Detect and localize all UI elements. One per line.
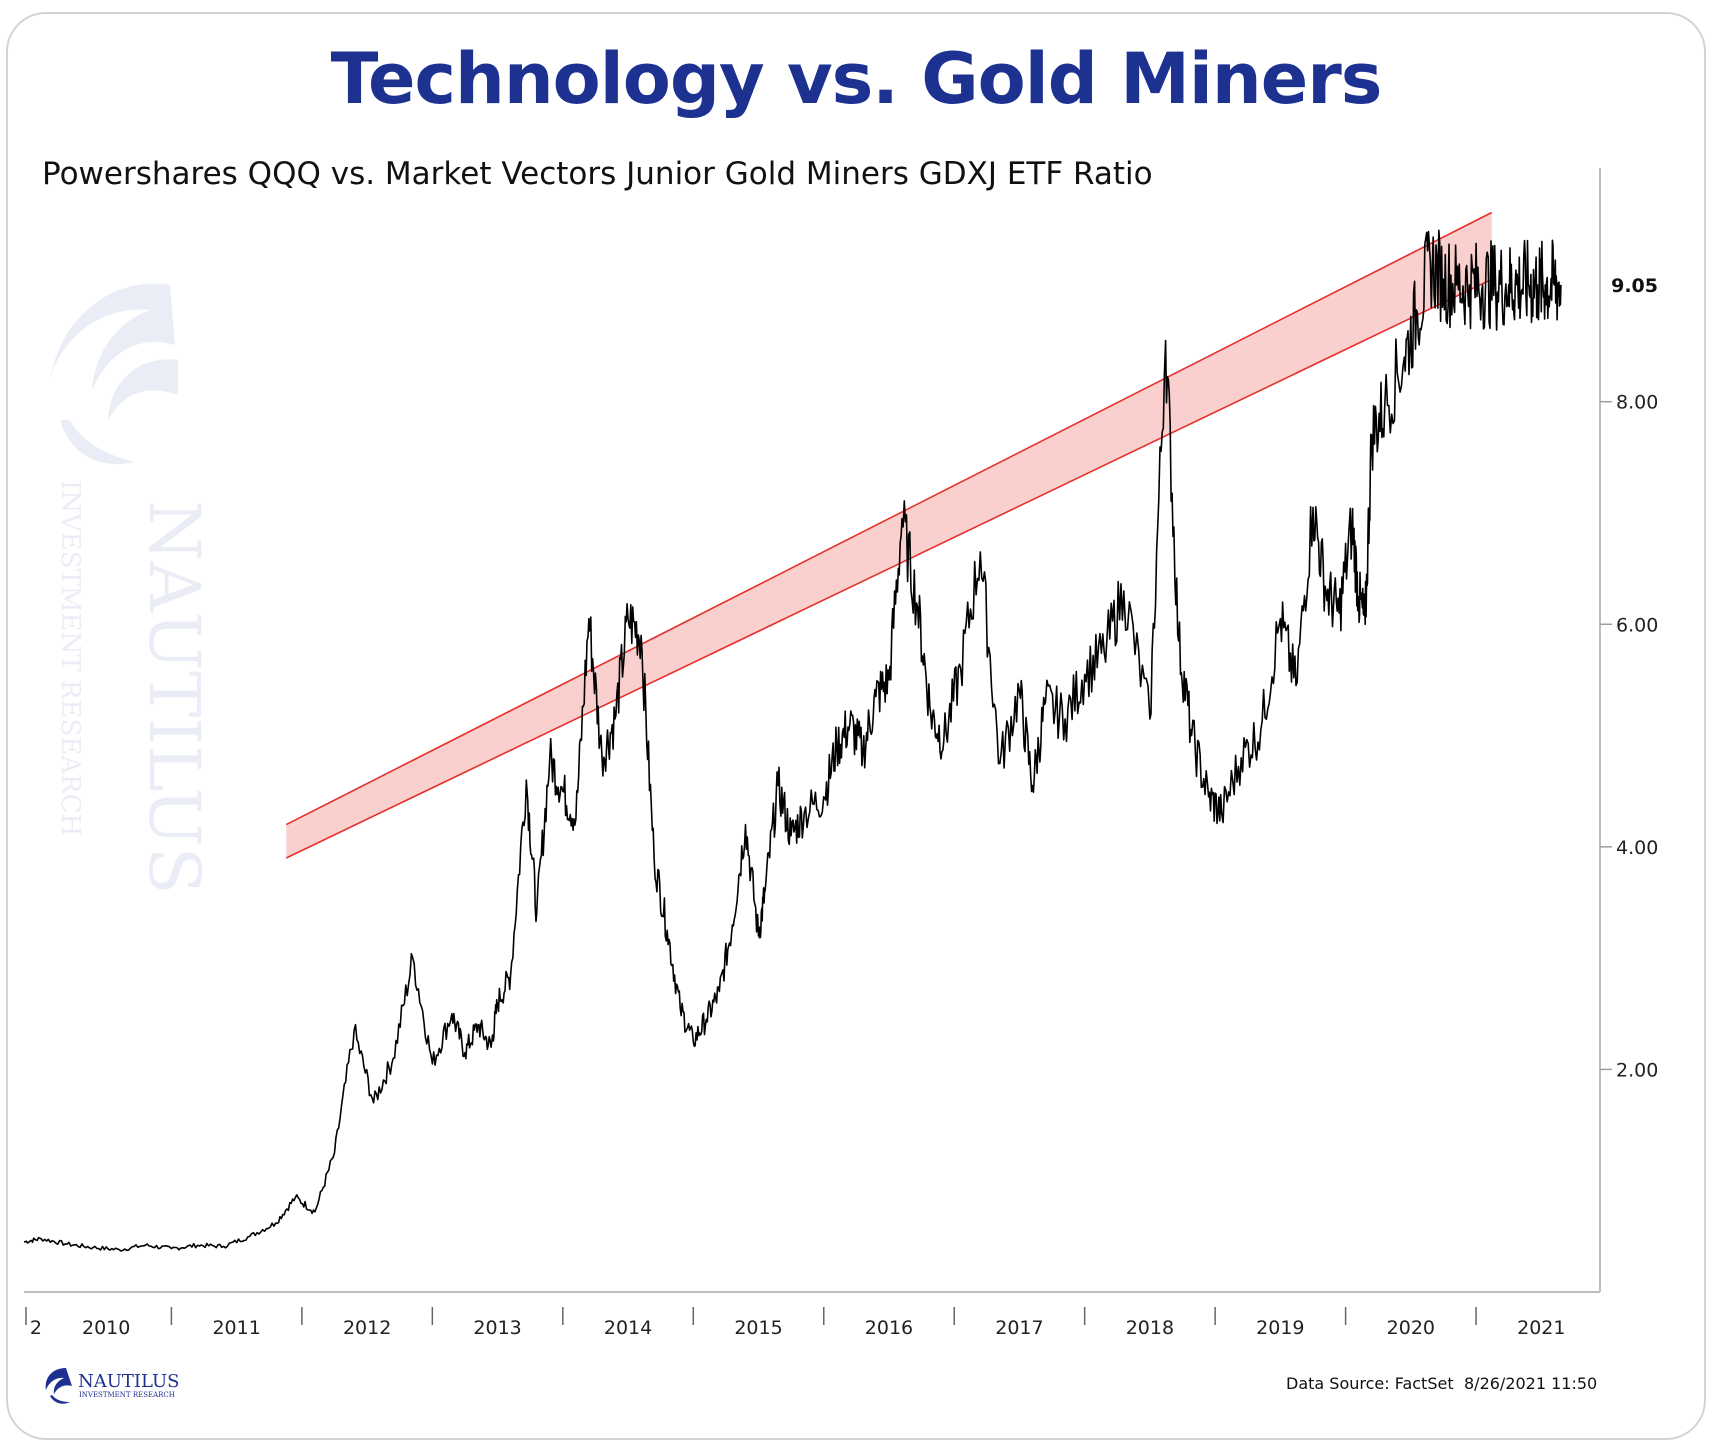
last-value-label: 9.05 [1611, 275, 1658, 297]
x-tick-label: 2018 [1126, 1317, 1174, 1339]
x-ticks: 2 2010 2011 2012 2013 2014 2015 2016 2017 2018 201… [25, 1307, 1565, 1339]
chart-title: Technology vs. Gold Miners [330, 38, 1383, 120]
y-tick-label: 4.00 [1616, 837, 1658, 859]
resistance-band [286, 212, 1492, 858]
y-tick-label: 8.00 [1616, 392, 1658, 414]
x-tick-label: 2012 [343, 1317, 391, 1339]
x-tick-label: 2013 [473, 1317, 521, 1339]
y-ticks: 2.00 4.00 6.00 8.00 [1600, 392, 1658, 1081]
nautilus-logo: NAUTILUS INVESTMENT RESEARCH [40, 1362, 210, 1410]
series-line-qqq-gdxj-ratio [23, 229, 1562, 1252]
nautilus-logo-icon: NAUTILUS INVESTMENT RESEARCH [45, 1368, 180, 1404]
x-tick-label: 2 [30, 1317, 42, 1339]
resistance-band-upper-line [285, 211, 1493, 826]
svg-text:NAUTILUS: NAUTILUS [133, 500, 215, 895]
x-tick-label: 2014 [604, 1317, 652, 1339]
x-tick-label: 2015 [734, 1317, 782, 1339]
x-tick-label: 2020 [1387, 1317, 1435, 1339]
data-source-label: Data Source: FactSet [1286, 1374, 1454, 1393]
y-tick-label: 2.00 [1616, 1059, 1658, 1081]
x-tick-label: 2011 [212, 1317, 260, 1339]
x-tick-label: 2017 [995, 1317, 1043, 1339]
resistance-band-lower-line [285, 278, 1493, 859]
timestamp-label: 8/26/2021 11:50 [1464, 1374, 1598, 1393]
svg-text:INVESTMENT RESEARCH: INVESTMENT RESEARCH [55, 480, 85, 836]
chart-subtitle: Powershares QQQ vs. Market Vectors Junio… [42, 156, 1153, 192]
x-tick-label: 2010 [82, 1317, 130, 1339]
x-tick-label: 2021 [1517, 1317, 1565, 1339]
x-tick-label: 2016 [865, 1317, 913, 1339]
svg-text:NAUTILUS: NAUTILUS [78, 1371, 180, 1392]
svg-text:INVESTMENT RESEARCH: INVESTMENT RESEARCH [79, 1391, 175, 1399]
x-tick-label: 2019 [1256, 1317, 1304, 1339]
y-tick-label: 6.00 [1616, 614, 1658, 636]
watermark: NAUTILUS INVESTMENT RESEARCH [50, 283, 215, 895]
